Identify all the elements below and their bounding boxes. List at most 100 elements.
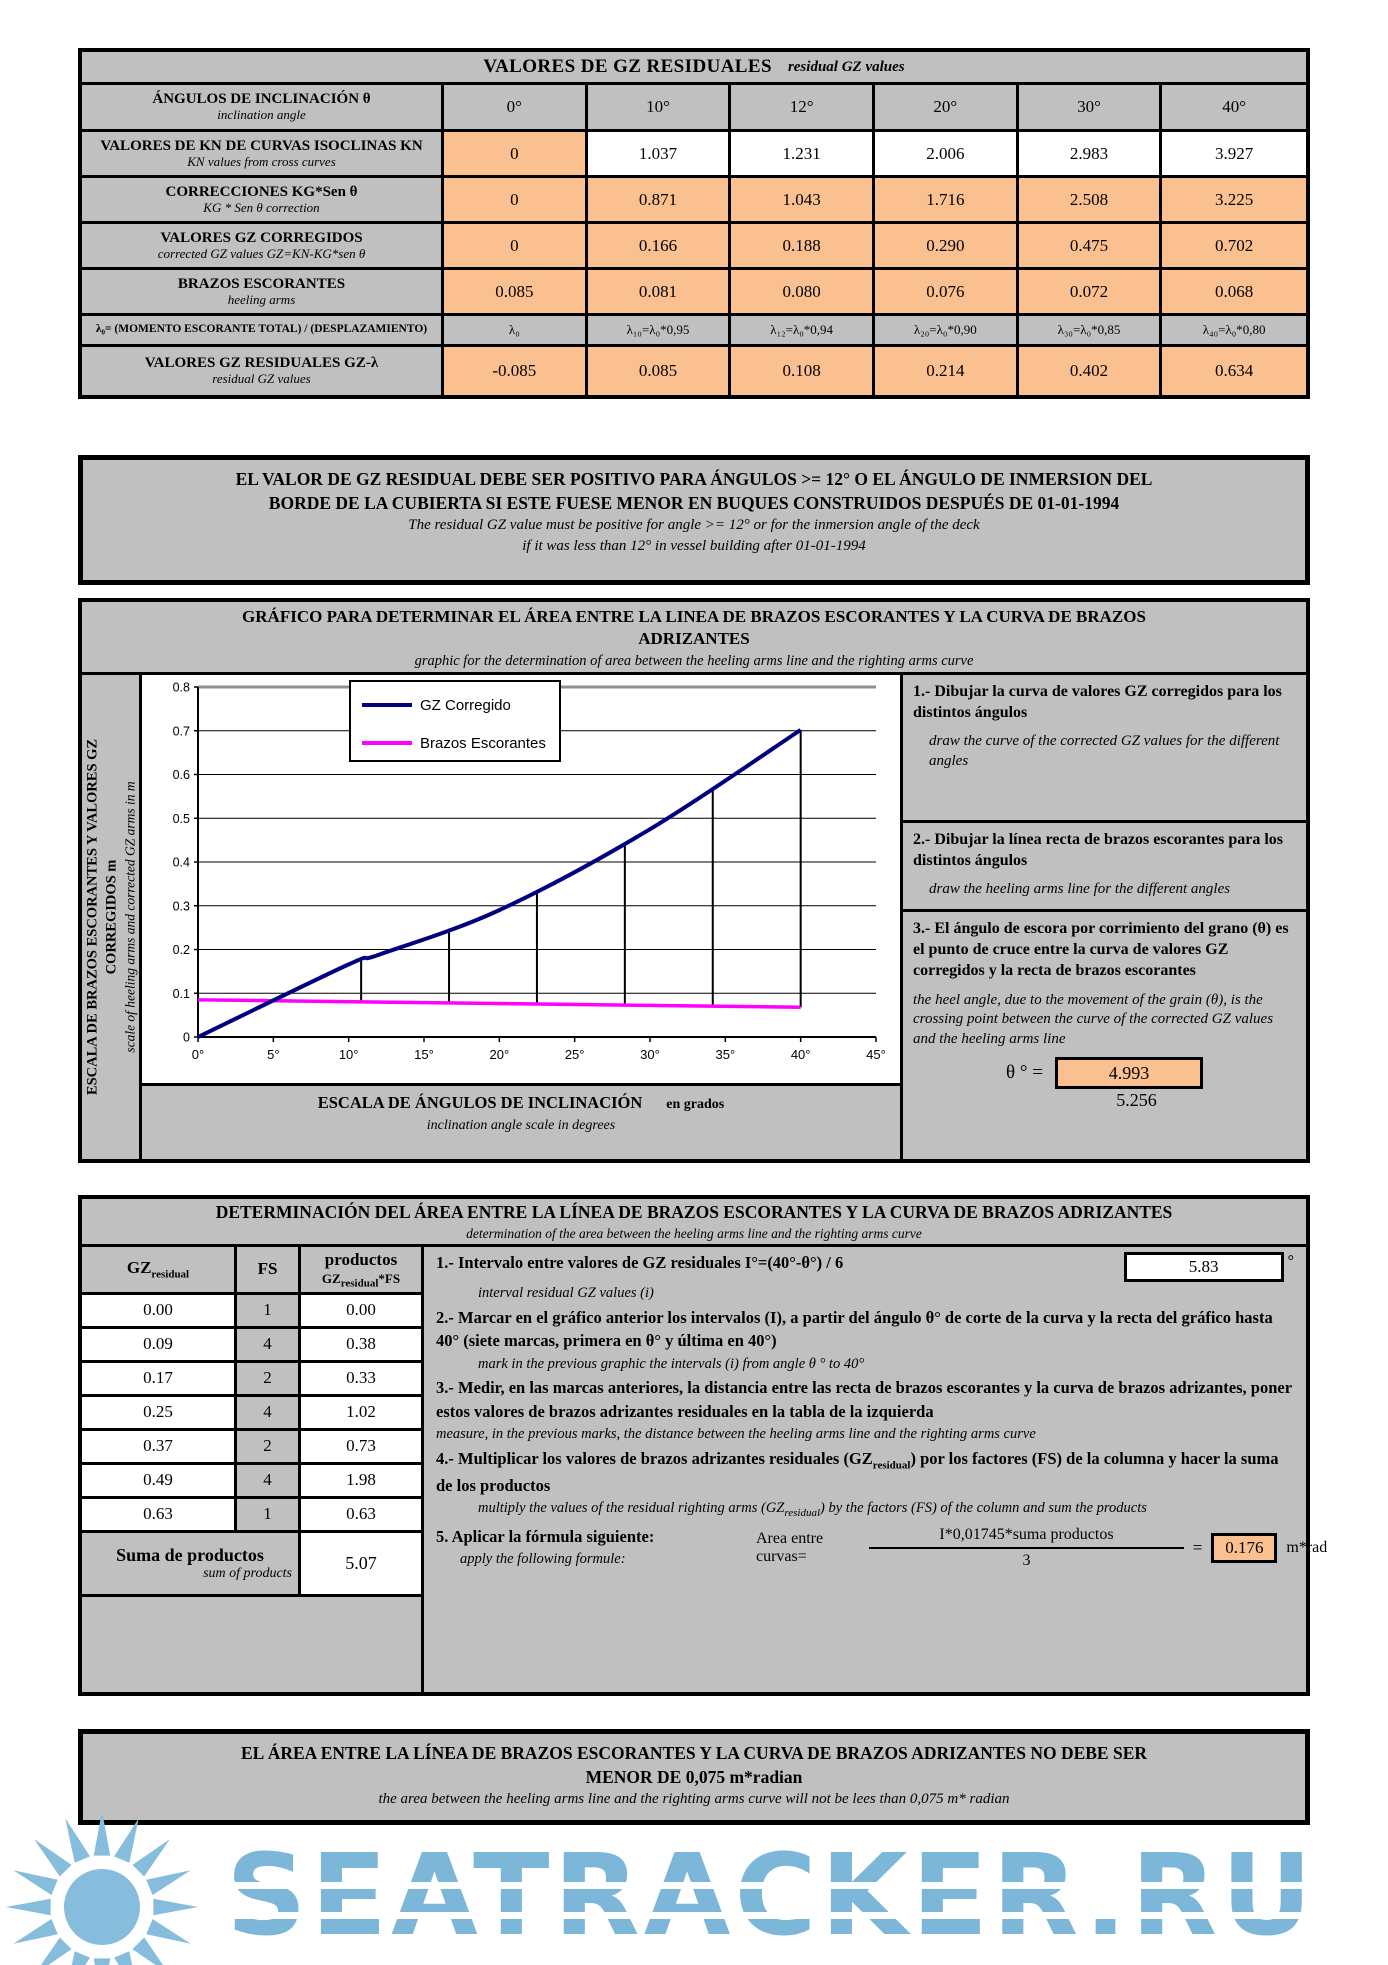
graph-instructions-panel: 1.- Dibujar la curva de valores GZ corre…	[900, 675, 1306, 1159]
step-1-en: interval residual GZ values (i)	[478, 1284, 654, 1301]
svg-text:0°: 0°	[192, 1047, 204, 1062]
sun-icon	[0, 1811, 224, 1965]
row-inclination-angles: ÁNGULOS DE INCLINACIÓN θ inclination angl…	[82, 85, 1306, 132]
svg-text:0.8: 0.8	[173, 681, 190, 695]
gz-residual-cell[interactable]: 0.49	[82, 1464, 237, 1496]
gz-residual-cell[interactable]: 0.00	[82, 1294, 237, 1326]
area-result-field[interactable]: 0.176	[1211, 1533, 1278, 1564]
value-cell-gz-residual[interactable]: 0.085	[587, 347, 732, 395]
determination-steps: 1.- Intervalo entre valores de GZ residu…	[424, 1246, 1327, 1692]
product-cell[interactable]: 1.02	[301, 1396, 421, 1428]
value-cell-gz-corrected[interactable]: 0.475	[1018, 224, 1163, 267]
value-cell-kn-values: 1.037	[587, 132, 732, 175]
y-axis-label-panel: ESCALA DE BRAZOS ESCORANTES Y VALORES GZ…	[82, 675, 142, 1159]
gz-residual-cell[interactable]: 0.09	[82, 1328, 237, 1360]
value-cell-kn-values: 3.927	[1162, 132, 1306, 175]
value-cell-kn-values: 1.231	[731, 132, 875, 175]
products-table-row: 0.17 2 0.33	[82, 1362, 421, 1397]
svg-text:25°: 25°	[565, 1047, 585, 1062]
table-title-en: residual GZ values	[787, 58, 905, 75]
gz-residuals-table: VALORES DE GZ RESIDUALES residual GZ val…	[78, 48, 1310, 399]
value-cell-corrections[interactable]: 1.716	[875, 178, 1019, 221]
value-cell-heeling-arms[interactable]: 0.081	[587, 270, 732, 313]
row-gz-corrected: VALORES GZ CORREGIDOS corrected GZ values…	[82, 224, 1306, 270]
value-cell-gz-corrected[interactable]: 0.290	[875, 224, 1019, 267]
products-table-row: 0.09 4 0.38	[82, 1328, 421, 1363]
value-cell-gz-residual[interactable]: 0.214	[875, 347, 1019, 395]
value-cell-gz-corrected[interactable]: 0.702	[1162, 224, 1306, 267]
value-cell-gz-residual[interactable]: -0.085	[444, 347, 588, 395]
warning-line: EL VALOR DE GZ RESIDUAL DEBE SER POSITIV…	[235, 469, 1153, 489]
svg-text:10°: 10°	[339, 1047, 359, 1062]
gz-residual-cell[interactable]: 0.63	[82, 1498, 237, 1530]
product-cell[interactable]: 0.73	[301, 1430, 421, 1462]
value-cell-inclination-angles: 20°	[875, 85, 1019, 129]
value-cell-gz-residual[interactable]: 0.634	[1162, 347, 1306, 395]
value-cell-corrections[interactable]: 1.043	[731, 178, 875, 221]
value-cell-corrections[interactable]: 2.508	[1018, 178, 1163, 221]
fs-cell: 1	[237, 1498, 301, 1530]
seatracker-watermark: SEATRACKER.RU	[226, 1836, 1384, 1958]
fs-cell: 1	[237, 1294, 301, 1326]
product-cell[interactable]: 0.00	[301, 1294, 421, 1326]
row-label-heeling-arms: BRAZOS ESCORANTES heeling arms	[82, 270, 444, 313]
value-cell-heeling-arms[interactable]: 0.085	[444, 270, 588, 313]
value-cell-gz-residual[interactable]: 0.402	[1018, 347, 1163, 395]
table-rows: ÁNGULOS DE INCLINACIÓN θ inclination angl…	[82, 85, 1306, 395]
value-cell-inclination-angles: 12°	[731, 85, 875, 129]
svg-text:0: 0	[183, 1031, 190, 1045]
product-cell[interactable]: 0.33	[301, 1362, 421, 1394]
interval-value-field[interactable]: 5.83	[1123, 1251, 1284, 1282]
gz-residual-cell[interactable]: 0.37	[82, 1430, 237, 1462]
row-lambda: λ₀= (MOMENTO ESCORANTE TOTAL) / (DESPLAZ…	[82, 316, 1306, 347]
step-4: 4.- Multiplicar los valores de brazos ad…	[436, 1449, 1279, 1495]
value-cell-gz-corrected[interactable]: 0	[444, 224, 588, 267]
value-cell-heeling-arms[interactable]: 0.076	[875, 270, 1019, 313]
theta-label: θ ° =	[1006, 1062, 1043, 1084]
value-cell-inclination-angles: 40°	[1162, 85, 1306, 129]
products-table-body: 0.00 1 0.00 0.09 4 0.38 0.17 2 0.33 0.25 4 1.02 0.37…	[82, 1294, 421, 1533]
svg-text:Brazos Escorantes: Brazos Escorantes	[420, 735, 546, 752]
warning-line-en: if it was less than 12° in vessel buildi…	[522, 537, 866, 554]
svg-text:35°: 35°	[715, 1047, 735, 1062]
col-gz-residual: GZresidual	[82, 1246, 237, 1292]
value-cell-inclination-angles: 10°	[587, 85, 732, 129]
svg-text:40°: 40°	[791, 1047, 811, 1062]
step-5-en: apply the following formule:	[460, 1551, 626, 1568]
row-label-corrections: CORRECCIONES KG*Sen θ KG * Sen θ correcti…	[82, 178, 444, 221]
value-cell-kn-values[interactable]: 0	[444, 132, 588, 175]
theta-value-field[interactable]: 4.993	[1054, 1057, 1203, 1090]
graph-title-es: GRÁFICO PARA DETERMINAR EL ÁREA ENTRE LA…	[242, 607, 1146, 626]
gz-residual-cell[interactable]: 0.25	[82, 1396, 237, 1428]
value-cell-corrections[interactable]: 0.871	[587, 178, 732, 221]
fs-cell: 4	[237, 1328, 301, 1360]
product-cell[interactable]: 1.98	[301, 1464, 421, 1496]
value-cell-lambda: λ₄₀=λ₀*0,80	[1162, 316, 1306, 344]
value-cell-heeling-arms[interactable]: 0.068	[1162, 270, 1306, 313]
step-3-en: measure, in the previous marks, the dist…	[436, 1426, 1036, 1443]
value-cell-corrections[interactable]: 3.225	[1162, 178, 1306, 221]
products-table-row: 0.00 1 0.00	[82, 1294, 421, 1329]
x-axis-label: ESCALA DE ÁNGULOS DE INCLINACIÓN en grado…	[142, 1083, 900, 1159]
y-axis-label: ESCALA DE BRAZOS ESCORANTES Y VALORES GZ…	[83, 739, 137, 1096]
equals-sign: =	[1192, 1538, 1203, 1558]
fs-cell: 4	[237, 1464, 301, 1496]
value-cell-gz-corrected[interactable]: 0.166	[587, 224, 732, 267]
svg-text:15°: 15°	[414, 1047, 434, 1062]
value-cell-corrections[interactable]: 0	[444, 178, 588, 221]
value-cell-gz-corrected[interactable]: 0.188	[731, 224, 875, 267]
value-cell-gz-residual[interactable]: 0.108	[731, 347, 875, 395]
value-cell-heeling-arms[interactable]: 0.080	[731, 270, 875, 313]
product-cell[interactable]: 0.38	[301, 1328, 421, 1360]
value-cell-kn-values: 2.983	[1018, 132, 1163, 175]
step-3: 3.- Medir, en las marcas anteriores, la …	[436, 1378, 1292, 1421]
warning-line: MENOR DE 0,075 m*radian	[585, 1767, 803, 1788]
gz-residual-cell[interactable]: 0.17	[82, 1362, 237, 1394]
graph-title: GRÁFICO PARA DETERMINAR EL ÁREA ENTRE LA…	[82, 602, 1306, 676]
row-gz-residual: VALORES GZ RESIDUALES GZ-λ residual GZ va…	[82, 347, 1306, 395]
svg-text:0.3: 0.3	[173, 899, 190, 913]
product-cell[interactable]: 0.63	[301, 1498, 421, 1530]
value-cell-heeling-arms[interactable]: 0.072	[1018, 270, 1163, 313]
gz-chart: 0° 5° 10° 15° 20° 25° 30° 35° 40° 45° 0 0.1 0.2 0.3 0.…	[173, 680, 886, 1062]
